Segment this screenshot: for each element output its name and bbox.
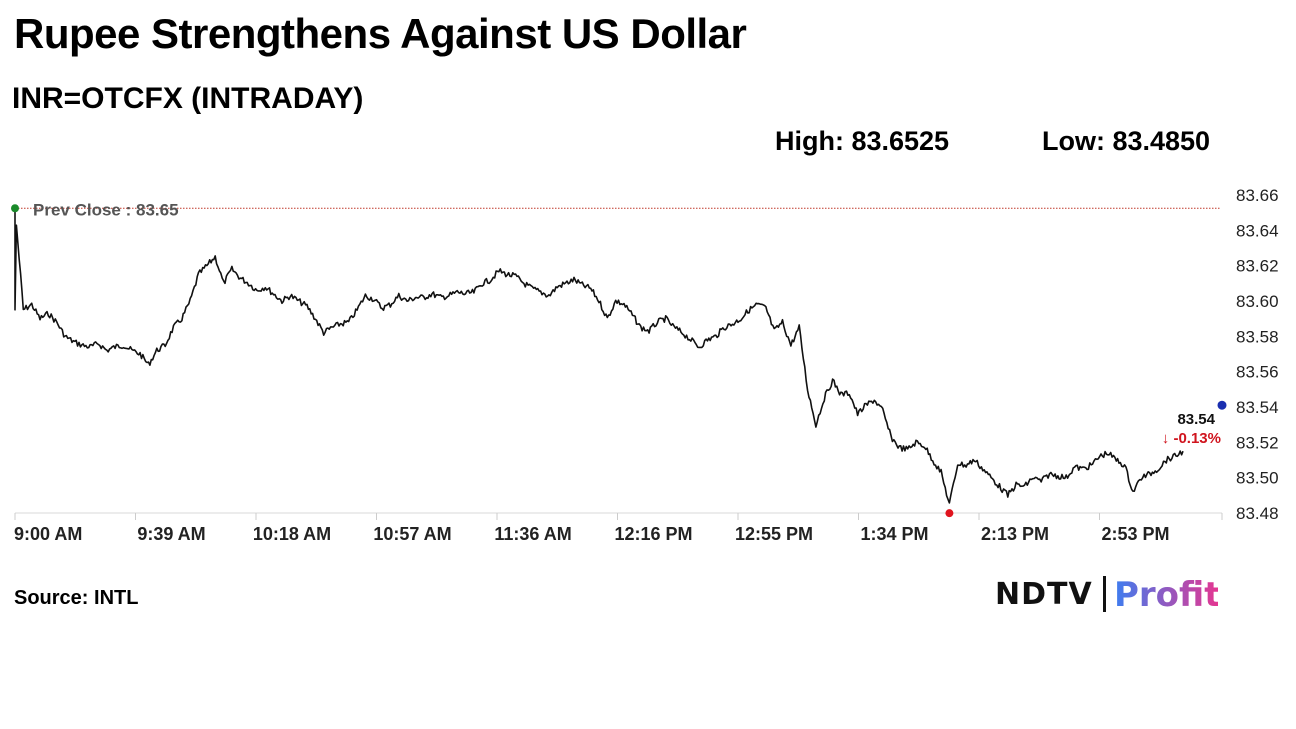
logo-ndtv-text: NDTV xyxy=(995,576,1093,612)
low-point-dot xyxy=(945,509,954,518)
y-tick-label: 83.66 xyxy=(1236,186,1279,205)
x-tick-label: 12:16 PM xyxy=(614,524,692,544)
intraday-chart: 9:00 AM 9:39 AM 10:18 AM 10:57 AM 11:36 AM 12… xyxy=(11,186,1279,544)
chart-subtitle: INR=OTCFX (INTRADAY) xyxy=(12,82,364,115)
x-tick-label: 10:57 AM xyxy=(373,524,451,544)
y-tick-label: 83.50 xyxy=(1236,469,1279,488)
y-tick-label: 83.62 xyxy=(1236,257,1279,276)
low-stat: Low: 83.4850 xyxy=(1042,126,1211,156)
series-line xyxy=(14,208,1184,504)
prev-close-label: Prev Close : 83.65 xyxy=(33,200,179,219)
x-tick-label: 9:39 AM xyxy=(137,524,205,544)
y-tick-label: 83.60 xyxy=(1236,292,1279,311)
x-tick-label: 1:34 PM xyxy=(860,524,928,544)
source-note: Source: INTL xyxy=(14,587,139,609)
ndtv-profit-logo: NDTV Profit xyxy=(995,572,1218,616)
logo-profit-text: Profit xyxy=(1114,575,1218,615)
y-tick-label: 83.52 xyxy=(1236,433,1279,452)
high-stat: High: 83.6525 xyxy=(775,126,950,156)
logo-divider xyxy=(1102,576,1106,612)
x-tick-label: 2:13 PM xyxy=(981,524,1049,544)
x-tick-label: 9:00 AM xyxy=(14,524,82,544)
last-point-dot xyxy=(1217,400,1227,410)
x-tick-label: 12:55 PM xyxy=(735,524,813,544)
last-change-label: ↓ -0.13% xyxy=(1162,430,1221,447)
y-tick-label: 83.58 xyxy=(1236,327,1279,346)
logo-profit-wordmark: Profit xyxy=(1114,575,1218,615)
x-tick-label: 11:36 AM xyxy=(494,524,571,544)
x-tick-label: 2:53 PM xyxy=(1101,524,1169,544)
y-tick-label: 83.54 xyxy=(1236,398,1279,417)
x-tick-label: 10:18 AM xyxy=(253,524,331,544)
y-tick-label: 83.48 xyxy=(1236,504,1279,523)
chart-title: Rupee Strengthens Against US Dollar xyxy=(14,10,747,57)
y-tick-label: 83.64 xyxy=(1236,221,1279,240)
y-tick-label: 83.56 xyxy=(1236,363,1279,382)
last-value-label: 83.54 xyxy=(1177,411,1215,428)
start-point-dot xyxy=(11,204,19,213)
